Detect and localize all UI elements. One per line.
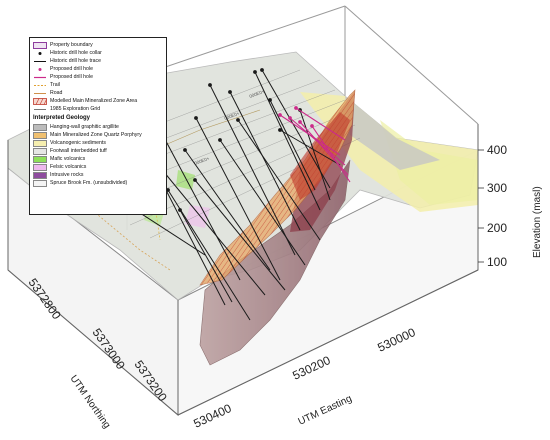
legend-geology-item: Hanging-wall graphitic argillite xyxy=(33,123,163,131)
legend-item-zone: Modelled Main Mineralized Zone Area xyxy=(33,97,163,105)
zone-hatch-icon xyxy=(33,97,47,105)
color-swatch-icon xyxy=(33,163,47,171)
northing-axis-label: UTM Northing xyxy=(68,373,113,430)
elevation-axis-label: Elevation (masl) xyxy=(532,186,543,258)
legend-item-historic-collar: Historic drill hole collar xyxy=(33,49,163,57)
elevation-axis: 400 300 200 100 Elevation (masl) xyxy=(478,143,543,269)
legend-item-proposed-trace: Proposed drill hole xyxy=(33,73,163,81)
proposed-drill-holes xyxy=(278,106,351,183)
bounding-box-front xyxy=(7,124,479,416)
legend-item-trail: Trail xyxy=(33,81,163,89)
color-swatch-icon xyxy=(33,147,47,155)
color-swatch-icon xyxy=(33,171,47,179)
legend-item-historic-trace: Historic drill hole trace xyxy=(33,57,163,65)
legend-item-grid: 1985 Exploration Grid xyxy=(33,105,163,113)
collar-dot-icon xyxy=(33,50,47,57)
color-swatch-icon xyxy=(33,139,47,147)
easting-tick: 530000 xyxy=(375,325,418,355)
elevation-tick: 200 xyxy=(487,221,507,235)
elevation-tick: 400 xyxy=(487,143,507,157)
geology-heading: Interpreted Geology xyxy=(33,115,91,121)
legend-geology-item: Footwall interbedded tuff xyxy=(33,147,163,155)
map-legend: Property boundary Historic drill hole co… xyxy=(29,37,167,215)
easting-axis-label: UTM Easting xyxy=(297,393,354,427)
grid-line-icon xyxy=(33,106,47,113)
proposed-trace-icon xyxy=(33,74,47,81)
color-swatch-icon xyxy=(33,131,47,139)
proposed-collar-icon xyxy=(33,66,47,73)
color-swatch-icon xyxy=(33,123,47,131)
trail-line-icon xyxy=(33,82,47,89)
svg-text:000E0+: 000E0+ xyxy=(249,89,266,99)
color-swatch-icon xyxy=(33,179,47,187)
legend-geology-item: Intrusive rocks xyxy=(33,171,163,179)
legend-geology-item: Felsic volcanics xyxy=(33,163,163,171)
legend-geology-item: Mafic volcanics xyxy=(33,155,163,163)
road-line-icon xyxy=(33,90,47,97)
color-swatch-icon xyxy=(33,155,47,163)
legend-geology-item: Volcanogenic sediments xyxy=(33,139,163,147)
legend-item-proposed-collar: Proposed drill hole xyxy=(33,65,163,73)
property-boundary-icon xyxy=(33,41,47,49)
elevation-tick: 100 xyxy=(487,255,507,269)
historic-drill-holes xyxy=(118,68,341,321)
elevation-tick: 300 xyxy=(487,181,507,195)
svg-text:000E0+: 000E0+ xyxy=(224,111,241,121)
legend-geology-item: Main Mineralized Zone Quartz Porphyry xyxy=(33,131,163,139)
legend-item-road: Road xyxy=(33,89,163,97)
legend-item-property-boundary: Property boundary xyxy=(33,41,163,49)
legend-geology-item: Spruce Brook Fm. (unsubdivided) xyxy=(33,179,163,187)
svg-text:000E0+: 000E0+ xyxy=(194,156,211,166)
trace-line-icon xyxy=(33,58,47,65)
